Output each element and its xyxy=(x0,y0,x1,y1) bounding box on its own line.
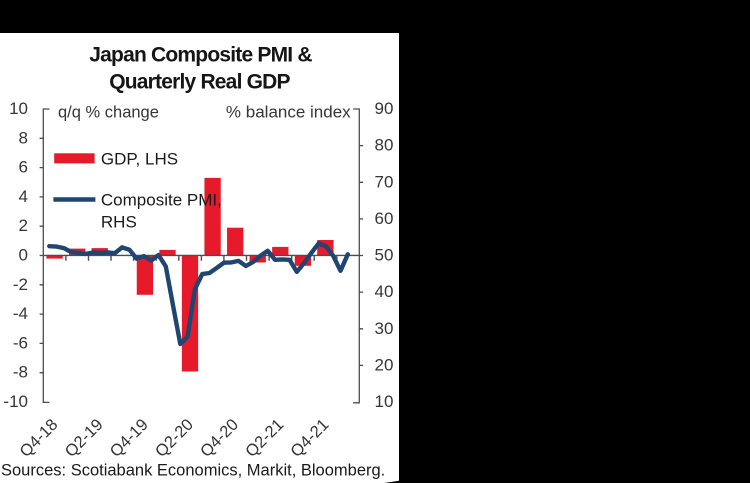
svg-text:20: 20 xyxy=(375,355,394,374)
svg-text:0: 0 xyxy=(19,246,28,265)
svg-text:-4: -4 xyxy=(13,304,28,323)
svg-text:70: 70 xyxy=(375,172,394,191)
svg-text:50: 50 xyxy=(375,246,394,265)
svg-text:Sources: Scotiabank Economics,: Sources: Scotiabank Economics, Markit, B… xyxy=(1,462,385,480)
svg-text:GDP, LHS: GDP, LHS xyxy=(101,149,178,168)
svg-text:2: 2 xyxy=(19,216,28,235)
svg-text:30: 30 xyxy=(375,319,394,338)
svg-text:-2: -2 xyxy=(13,275,28,294)
svg-text:6: 6 xyxy=(19,158,28,177)
svg-text:60: 60 xyxy=(375,209,394,228)
svg-text:10: 10 xyxy=(375,392,394,411)
svg-text:8: 8 xyxy=(19,128,28,147)
svg-text:40: 40 xyxy=(375,282,394,301)
svg-text:Quarterly Real GDP: Quarterly Real GDP xyxy=(109,71,290,94)
svg-text:-6: -6 xyxy=(13,333,28,352)
svg-text:4: 4 xyxy=(19,187,28,206)
svg-text:Japan Composite PMI &: Japan Composite PMI & xyxy=(89,44,312,67)
svg-text:10: 10 xyxy=(9,99,28,118)
svg-text:RHS: RHS xyxy=(101,213,137,232)
svg-text:Composite PMI,: Composite PMI, xyxy=(101,191,222,210)
svg-text:q/q % change: q/q % change xyxy=(58,104,159,122)
svg-text:-8: -8 xyxy=(13,363,28,382)
svg-text:80: 80 xyxy=(375,136,394,155)
svg-text:% balance index: % balance index xyxy=(226,103,351,122)
svg-text:-10: -10 xyxy=(3,392,28,411)
svg-text:90: 90 xyxy=(375,99,394,118)
